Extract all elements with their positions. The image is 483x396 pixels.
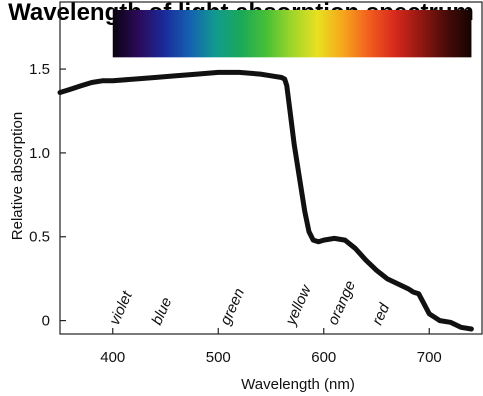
x-tick-label: 500 (206, 349, 231, 366)
region-label-red: red (369, 300, 394, 327)
spectrum-bar (112, 10, 472, 58)
region-label-violet: violet (106, 288, 136, 328)
y-tick-label: 1.5 (29, 61, 50, 78)
x-tick-label: 700 (417, 349, 442, 366)
region-label-green: green (217, 286, 248, 328)
region-label-yellow: yellow (282, 282, 315, 329)
y-axis-label: Relative absorption (9, 112, 26, 240)
y-tick-label: 1.0 (29, 145, 50, 162)
plot-frame (59, 1, 483, 335)
y-tick-label: 0.5 (29, 229, 50, 246)
absorption-line (57, 69, 474, 332)
y-axis: 0 0.5 1.0 1.5 (29, 61, 66, 330)
y-tick-label: 0 (42, 313, 50, 330)
spectrum-gradient (112, 10, 472, 58)
x-axis: 400 500 600 700 (100, 328, 442, 366)
x-tick-label: 400 (100, 349, 125, 366)
region-label-blue: blue (148, 295, 175, 328)
x-axis-label: Wavelength (nm) (241, 376, 355, 393)
x-tick-label: 600 (311, 349, 336, 366)
region-label-orange: orange (325, 278, 360, 328)
spectrum-region-labels: violet blue green yellow orange red (106, 278, 393, 329)
